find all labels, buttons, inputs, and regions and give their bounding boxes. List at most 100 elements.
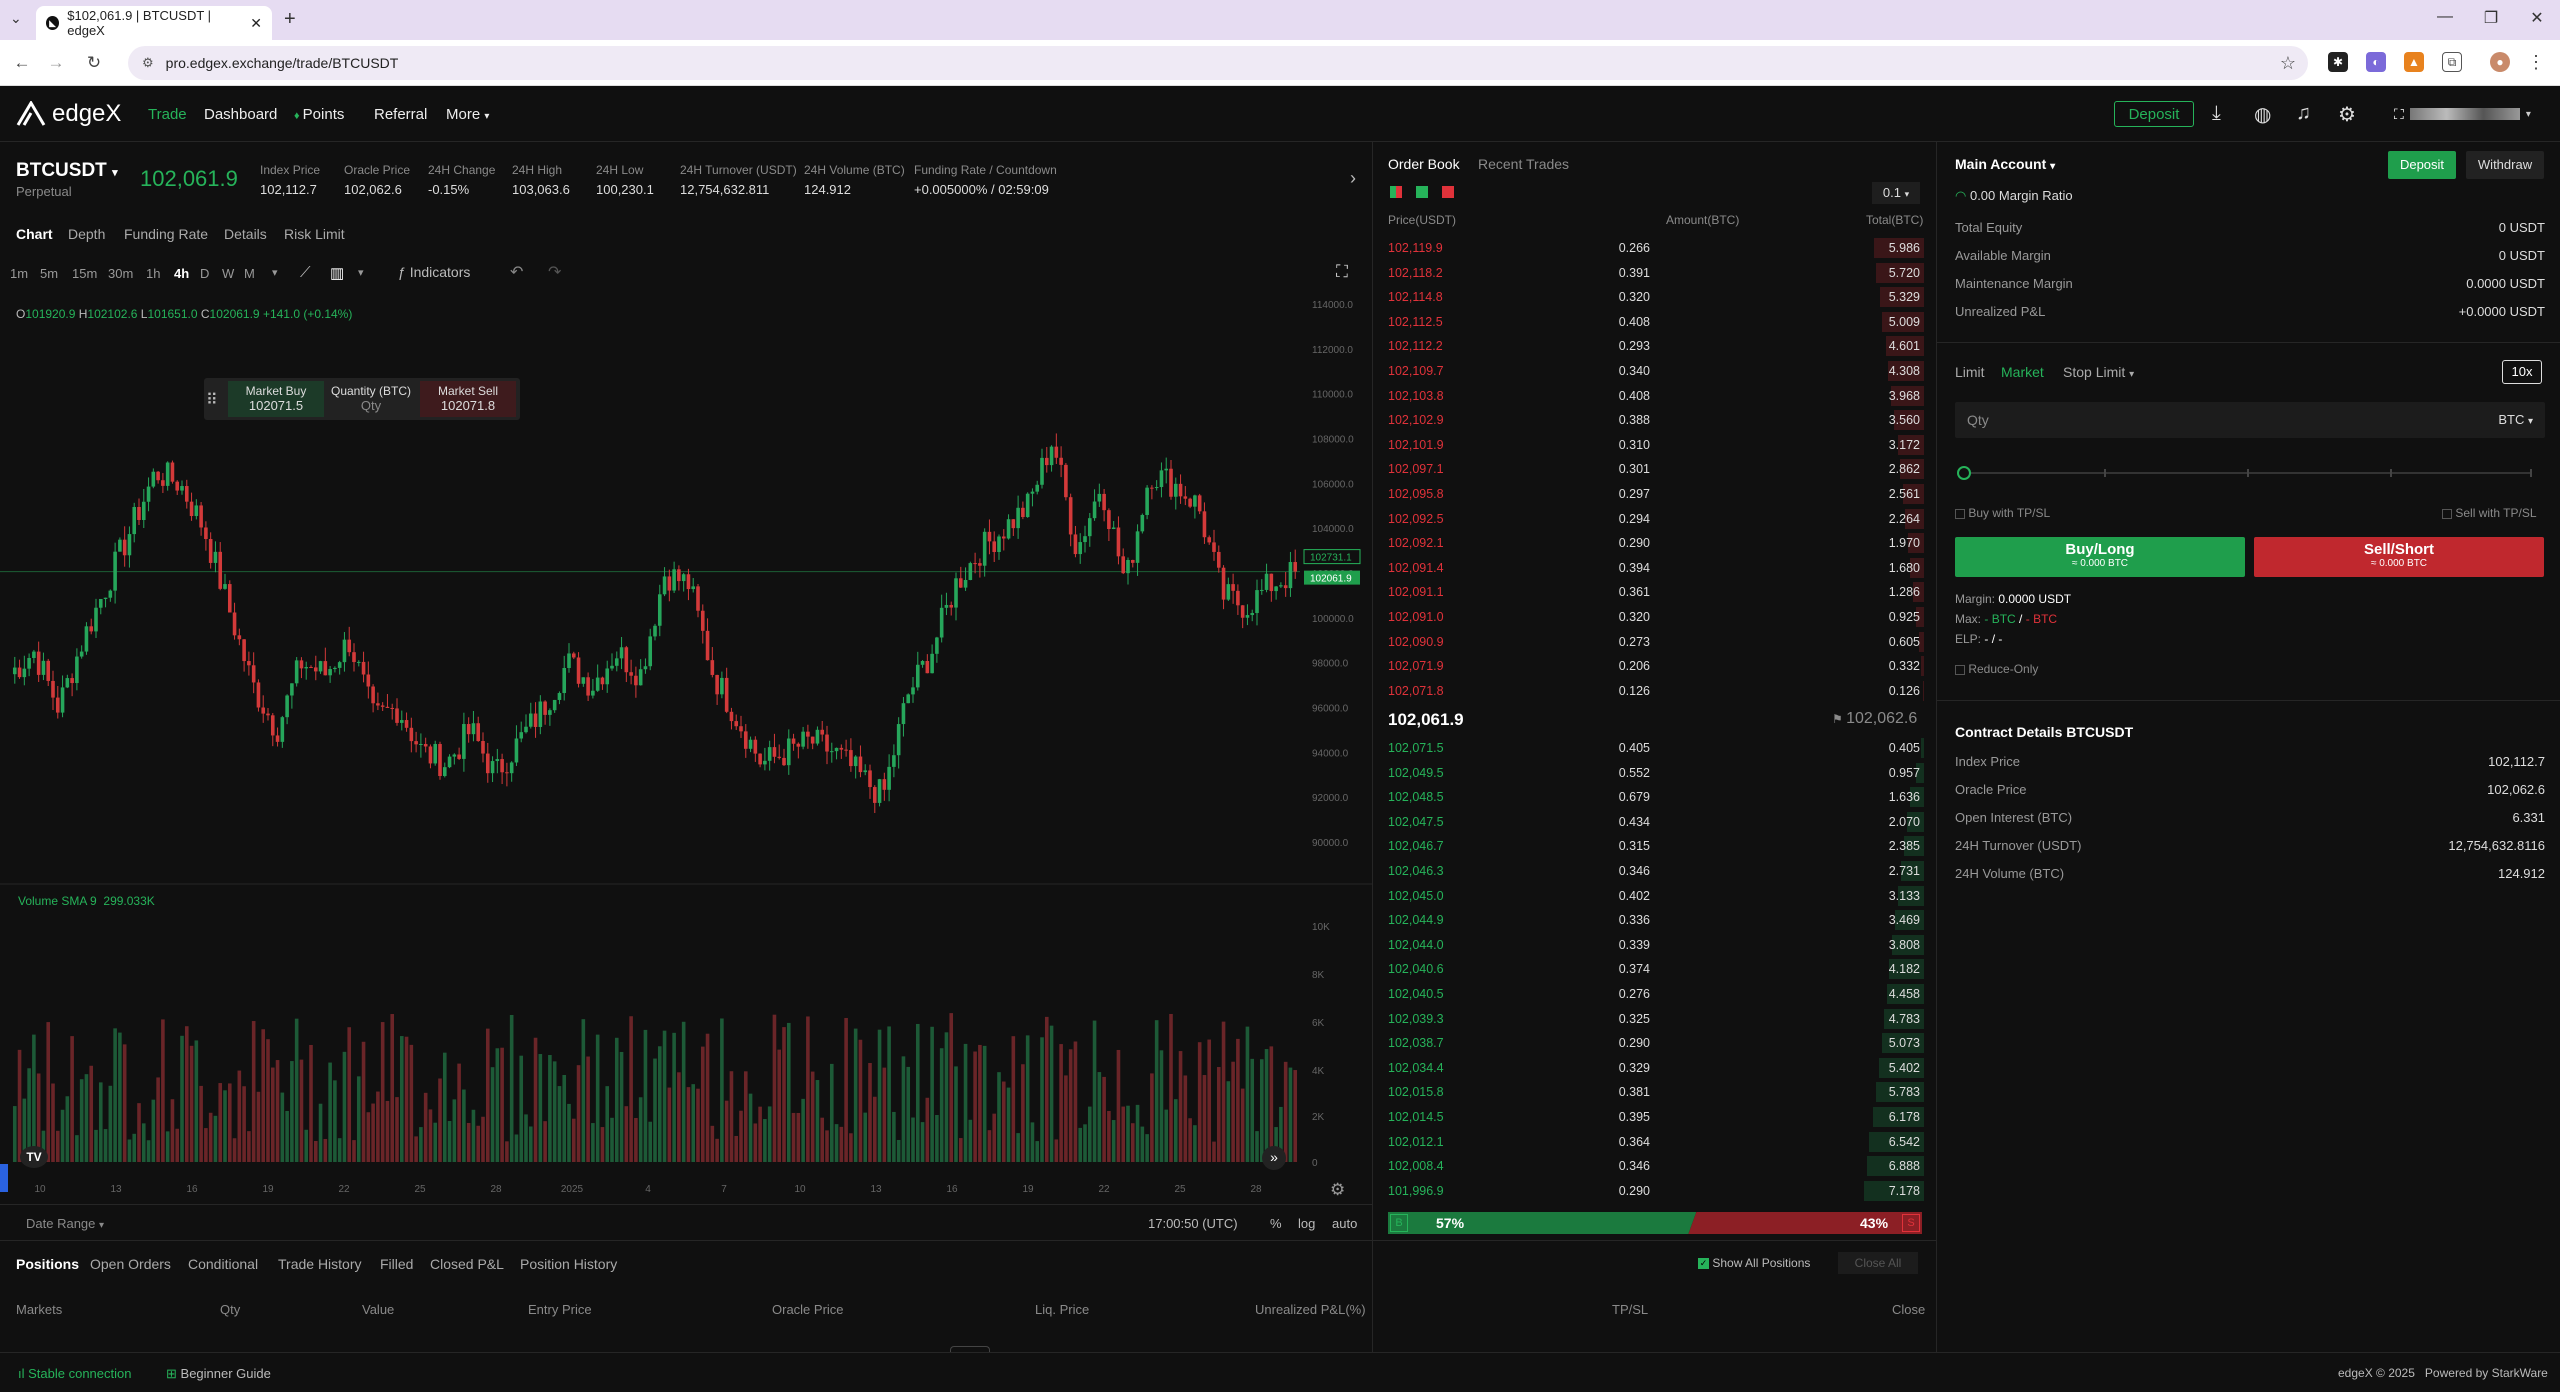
ob-bid-row[interactable]: 102,038.7 0.290 5.073 bbox=[1388, 1031, 1924, 1055]
tab-recent-trades[interactable]: Recent Trades bbox=[1478, 156, 1570, 172]
market-sell-button[interactable]: Market Sell 102071.8 bbox=[420, 381, 516, 417]
chart-tab-funding-rate[interactable]: Funding Rate bbox=[124, 226, 209, 242]
nav-dashboard[interactable]: Dashboard bbox=[204, 106, 278, 123]
ob-bid-row[interactable]: 102,047.5 0.434 2.070 bbox=[1388, 810, 1924, 834]
header-deposit-button[interactable]: Deposit bbox=[2114, 101, 2194, 127]
nav-points[interactable]: ♦ Points bbox=[294, 106, 344, 123]
reduce-only-checkbox[interactable]: Reduce-Only bbox=[1955, 662, 2038, 676]
order-tab-limit[interactable]: Limit bbox=[1955, 364, 1985, 380]
ob-bid-row[interactable]: 102,008.4 0.346 6.888 bbox=[1388, 1154, 1924, 1178]
timeframe-5m[interactable]: 5m bbox=[40, 266, 59, 281]
ob-ask-row[interactable]: 102,090.9 0.273 0.605 bbox=[1388, 630, 1924, 654]
tab-order-book[interactable]: Order Book bbox=[1388, 156, 1460, 172]
nav-referral[interactable]: Referral bbox=[374, 106, 428, 123]
timeframe-caret-icon[interactable]: ▾ bbox=[272, 267, 278, 279]
chart-type-caret-icon[interactable]: ▾ bbox=[358, 267, 364, 279]
timeframe-W[interactable]: W bbox=[222, 266, 235, 281]
forward-icon[interactable]: → bbox=[47, 53, 65, 72]
ob-ask-row[interactable]: 102,119.9 0.266 5.986 bbox=[1388, 236, 1924, 260]
tab-menu-chevron-icon[interactable]: ⌄ bbox=[10, 10, 22, 26]
indicators-button[interactable]: ƒ Indicators bbox=[398, 264, 470, 280]
ob-ask-row[interactable]: 102,102.9 0.388 3.560 bbox=[1388, 408, 1924, 432]
close-tab-icon[interactable]: ✕ bbox=[250, 14, 262, 31]
positions-tab-closed-p-l[interactable]: Closed P&L bbox=[430, 1256, 504, 1272]
order-tab-market[interactable]: Market bbox=[2001, 364, 2044, 380]
bell-icon[interactable]: ♫ bbox=[2296, 102, 2311, 124]
reload-icon[interactable]: ↻ bbox=[86, 53, 102, 72]
order-unit-select[interactable]: BTC ▾ bbox=[2498, 412, 2533, 427]
ob-bid-row[interactable]: 101,996.9 0.290 7.178 bbox=[1388, 1179, 1924, 1203]
url-field[interactable]: ⚙ pro.edgex.exchange/trade/BTCUSDT ☆ bbox=[128, 46, 2308, 80]
ob-asks-view-icon[interactable] bbox=[1442, 186, 1454, 198]
ticker-symbol[interactable]: BTCUSDT ▾ bbox=[16, 160, 118, 182]
ob-ask-row[interactable]: 102,109.7 0.340 4.308 bbox=[1388, 359, 1924, 383]
date-range-button[interactable]: Date Range ▾ bbox=[26, 1216, 104, 1231]
close-all-button[interactable]: Close All bbox=[1838, 1252, 1918, 1274]
ob-bid-row[interactable]: 102,044.9 0.336 3.469 bbox=[1388, 908, 1924, 932]
ob-ask-row[interactable]: 102,071.8 0.126 0.126 bbox=[1388, 679, 1924, 703]
ob-bid-row[interactable]: 102,048.5 0.679 1.636 bbox=[1388, 785, 1924, 809]
ob-ask-row[interactable]: 102,118.2 0.391 5.720 bbox=[1388, 261, 1924, 285]
ob-bid-row[interactable]: 102,015.8 0.381 5.783 bbox=[1388, 1080, 1924, 1104]
timeframe-1h[interactable]: 1h bbox=[146, 266, 161, 281]
edgex-logo[interactable]: edgeX bbox=[16, 100, 121, 128]
deposit-button[interactable]: Deposit bbox=[2388, 151, 2456, 179]
ob-bid-row[interactable]: 102,040.5 0.276 4.458 bbox=[1388, 982, 1924, 1006]
chart-tab-chart[interactable]: Chart bbox=[16, 226, 53, 242]
ob-bid-row[interactable]: 102,034.4 0.329 5.402 bbox=[1388, 1056, 1924, 1080]
ob-ask-row[interactable]: 102,103.8 0.408 3.968 bbox=[1388, 384, 1924, 408]
ob-ask-row[interactable]: 102,112.2 0.293 4.601 bbox=[1388, 334, 1924, 358]
ob-bid-row[interactable]: 102,044.0 0.339 3.808 bbox=[1388, 933, 1924, 957]
chart-tab-details[interactable]: Details bbox=[224, 226, 267, 242]
chart-tab-risk-limit[interactable]: Risk Limit bbox=[284, 226, 345, 242]
ob-bid-row[interactable]: 102,040.6 0.374 4.182 bbox=[1388, 957, 1924, 981]
beginner-guide-link[interactable]: ⊞ Beginner Guide bbox=[166, 1366, 271, 1382]
scroll-to-latest-icon[interactable]: » bbox=[1262, 1146, 1286, 1170]
account-selector[interactable]: Main Account ▾ bbox=[1955, 156, 2055, 172]
percent-scale-button[interactable]: % bbox=[1270, 1216, 1282, 1231]
left-drawer-handle[interactable] bbox=[0, 1164, 8, 1192]
extension-1-icon[interactable]: ✱ bbox=[2328, 52, 2348, 72]
ob-bid-row[interactable]: 102,071.5 0.405 0.405 bbox=[1388, 736, 1924, 760]
ob-ask-row[interactable]: 102,097.1 0.301 2.862 bbox=[1388, 457, 1924, 481]
ob-ask-row[interactable]: 102,114.8 0.320 5.329 bbox=[1388, 285, 1924, 309]
tradingview-logo-icon[interactable]: TV bbox=[20, 1146, 48, 1168]
gear-icon[interactable]: ⚙ bbox=[2338, 104, 2356, 126]
ob-ask-row[interactable]: 102,112.5 0.408 5.009 bbox=[1388, 310, 1924, 334]
chart-tab-depth[interactable]: Depth bbox=[68, 226, 106, 242]
ob-ask-row[interactable]: 102,092.5 0.294 2.264 bbox=[1388, 507, 1924, 531]
close-window-icon[interactable]: ✕ bbox=[2530, 10, 2544, 27]
ob-bid-row[interactable]: 102,046.3 0.346 2.731 bbox=[1388, 859, 1924, 883]
chart-settings-gear-icon[interactable]: ⚙ bbox=[1330, 1180, 1346, 1199]
browser-menu-icon[interactable]: ⋮ bbox=[2527, 51, 2545, 72]
fullscreen-icon[interactable]: ⛶ bbox=[1336, 262, 1348, 281]
maximize-icon[interactable]: ❐ bbox=[2483, 10, 2499, 27]
positions-tab-conditional[interactable]: Conditional bbox=[188, 1256, 259, 1272]
ob-bids-view-icon[interactable] bbox=[1416, 186, 1428, 198]
sell-short-button[interactable]: Sell/Short ≈ 0.000 BTC bbox=[2254, 537, 2544, 577]
candle-type-icon[interactable]: ▥ bbox=[330, 265, 345, 282]
buy-long-button[interactable]: Buy/Long ≈ 0.000 BTC bbox=[1955, 537, 2245, 577]
timeframe-30m[interactable]: 30m bbox=[108, 266, 134, 281]
site-info-icon[interactable]: ⚙ bbox=[142, 55, 154, 70]
withdraw-button[interactable]: Withdraw bbox=[2466, 151, 2544, 179]
ob-bid-row[interactable]: 102,045.0 0.402 3.133 bbox=[1388, 884, 1924, 908]
quick-qty-input[interactable]: Quantity (BTC) Qty bbox=[326, 381, 416, 417]
minimize-icon[interactable]: — bbox=[2437, 8, 2453, 25]
leverage-button[interactable]: 10x bbox=[2502, 360, 2542, 384]
redo-icon[interactable]: ↷ bbox=[548, 264, 562, 281]
auto-scale-button[interactable]: auto bbox=[1332, 1216, 1358, 1231]
ob-bid-row[interactable]: 102,049.5 0.552 0.957 bbox=[1388, 761, 1924, 785]
ob-ask-row[interactable]: 102,091.1 0.361 1.286 bbox=[1388, 580, 1924, 604]
ob-ask-row[interactable]: 102,092.1 0.290 1.970 bbox=[1388, 531, 1924, 555]
price-chart[interactable]: 114000.0 112000.0 110000.0 108000.0 106000.0… bbox=[0, 290, 1372, 1200]
nav-more[interactable]: More ▾ bbox=[446, 106, 489, 123]
timeframe-D[interactable]: D bbox=[200, 266, 210, 281]
ob-ask-row[interactable]: 102,101.9 0.310 3.172 bbox=[1388, 433, 1924, 457]
bookmark-star-icon[interactable]: ☆ bbox=[2279, 52, 2296, 73]
timeframe-4h[interactable]: 4h bbox=[174, 266, 190, 281]
globe-icon[interactable]: ◍ bbox=[2254, 104, 2272, 126]
timeframe-1m[interactable]: 1m bbox=[10, 266, 29, 281]
line-chart-icon[interactable]: ⟋ bbox=[300, 264, 311, 281]
positions-tab-open-orders[interactable]: Open Orders bbox=[90, 1256, 171, 1272]
